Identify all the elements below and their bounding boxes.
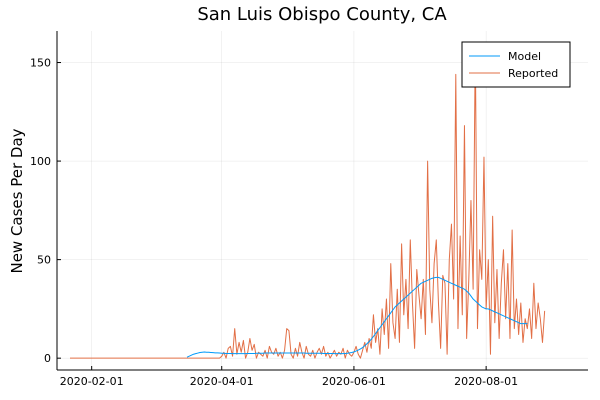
chart-title: San Luis Obispo County, CA — [197, 4, 447, 25]
y-tick-label-2: 100 — [30, 155, 51, 168]
y-tick-label-0: 0 — [44, 352, 51, 365]
y-tick-label-1: 50 — [37, 254, 51, 267]
tick-labels: 2020-02-01 2020-04-01 2020-06-01 2020-08-01… — [30, 57, 518, 388]
y-axis-label: New Cases Per Day — [8, 128, 26, 273]
series-line-reported — [70, 42, 546, 359]
series-layer — [70, 42, 546, 359]
x-tick-label-3: 2020-08-01 — [454, 375, 518, 388]
legend: Model Reported — [461, 41, 571, 88]
axes — [56, 31, 588, 371]
legend-label-model: Model — [508, 50, 541, 63]
legend-box — [461, 41, 571, 88]
x-tick-label-2: 2020-06-01 — [322, 375, 386, 388]
legend-label-reported: Reported — [508, 67, 558, 80]
x-tick-label-0: 2020-02-01 — [60, 375, 124, 388]
y-tick-label-3: 150 — [30, 57, 51, 70]
series-line-model — [186, 276, 528, 358]
x-tick-label-1: 2020-04-01 — [190, 375, 254, 388]
